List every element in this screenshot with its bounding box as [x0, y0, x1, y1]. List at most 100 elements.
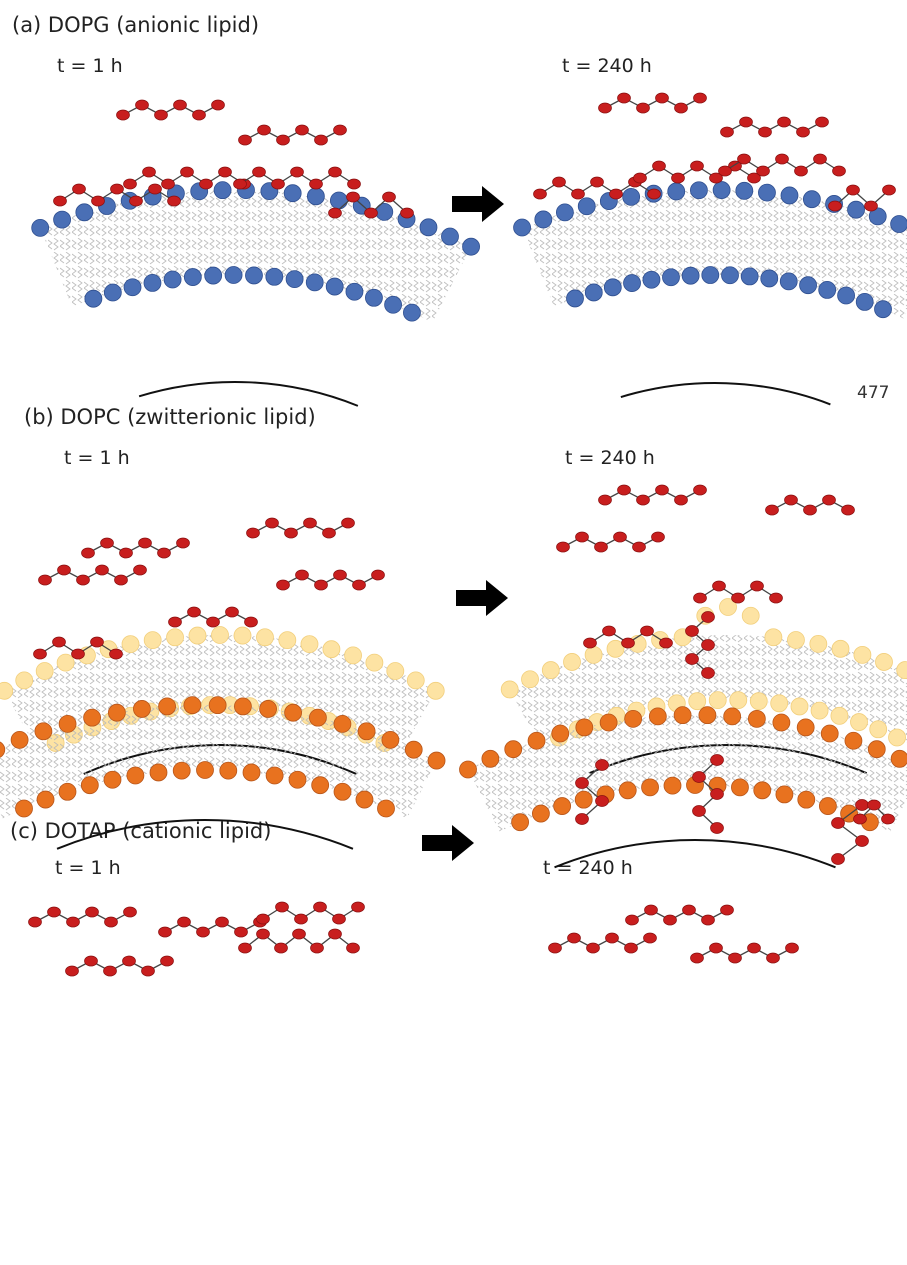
lipid-head-inner [384, 295, 403, 314]
lipid-head-outer [75, 203, 94, 222]
lipid-head-outer [741, 606, 760, 625]
peptide-residue [52, 636, 66, 648]
peptide-chain [765, 494, 855, 516]
lipid-head-inner [566, 289, 584, 308]
peptide-residue [739, 116, 753, 128]
peptide-residue [575, 531, 589, 543]
peptide-residue [643, 932, 657, 944]
lipid-head-inner [642, 270, 661, 289]
lipid-head-outer [747, 709, 766, 728]
lipid-head-outer [787, 631, 805, 649]
peptide-residue [65, 965, 79, 977]
lipid-head-inner [830, 706, 849, 725]
lipid-head-outer [188, 626, 207, 645]
peptide-residue [803, 504, 817, 516]
peptide-residue [364, 207, 378, 219]
peptide-residue [295, 569, 309, 581]
peptide-residue [95, 564, 109, 576]
lipid-head-outer [698, 706, 717, 725]
lipid-head-inner [721, 266, 739, 285]
lipid-head-inner [288, 770, 307, 789]
peptide-residue [796, 126, 810, 138]
peptide-residue [85, 906, 99, 918]
lipid-head-inner [584, 283, 603, 302]
peptide-chain [690, 942, 799, 964]
peptide-residue [71, 648, 85, 660]
lipid-head-inner [603, 278, 622, 297]
lipid-head-outer [758, 183, 776, 202]
lipid-head-outer [462, 237, 480, 256]
peptide-residue [853, 813, 867, 825]
peptide-residue [90, 636, 104, 648]
lipid-head-inner [149, 763, 168, 782]
lipid-head-outer [211, 626, 229, 644]
peptide-residue [613, 531, 627, 543]
peptide-residue [633, 172, 647, 184]
peptide-residue [225, 606, 239, 618]
lipid-head-outer [56, 653, 75, 672]
particle-surface [138, 381, 359, 407]
peptide-residue [617, 92, 631, 104]
lipid-head-outer [234, 697, 252, 716]
peptide-residue [728, 160, 742, 172]
lipid-head-inner [204, 266, 223, 285]
peptide-residue [709, 172, 723, 184]
peptide-chain [33, 636, 123, 660]
peptide-residue [66, 916, 80, 928]
lipid-head-inner [224, 266, 243, 284]
peptide-residue [710, 822, 724, 834]
peptide-residue [271, 178, 285, 190]
peptide-residue [831, 817, 845, 829]
peptide-chain [625, 904, 734, 926]
peptide-residue [123, 178, 137, 190]
peptide-residue [605, 932, 619, 944]
peptide-residue [731, 592, 745, 604]
peptide-residue [737, 153, 751, 165]
peptide-chain-inserted [575, 759, 609, 825]
lipid-head-inner [403, 303, 421, 322]
peptide-residue [625, 914, 639, 926]
membrane-c-after [459, 706, 907, 869]
peptide-residue [275, 901, 289, 913]
lipid-head-inner [377, 799, 395, 818]
peptide-residue [347, 178, 361, 190]
peptide-residue [91, 195, 105, 207]
peptide-residue [256, 928, 270, 940]
peptide-chain [246, 517, 355, 539]
lipid-head-outer [459, 760, 477, 779]
lipid-head-inner [760, 269, 779, 288]
lipid-head-outer [513, 218, 531, 237]
peptide-residue [168, 616, 182, 628]
peptide-residue [602, 625, 616, 637]
peptide-residue [652, 160, 666, 172]
peptide-bond [581, 764, 603, 820]
peptide-residue [180, 166, 194, 178]
peptide-bond [834, 189, 890, 207]
peptide-residue [674, 494, 688, 506]
peptide-residue [295, 124, 309, 136]
peptide-residue [690, 160, 704, 172]
peptide-residue [575, 813, 589, 825]
peptide-residue [769, 592, 783, 604]
peptide-residue [747, 942, 761, 954]
lipid-tails [509, 634, 907, 747]
lipid-head-outer [868, 207, 887, 226]
peptide-residue [685, 625, 699, 637]
peptide-residue [693, 92, 707, 104]
peptide-residue [314, 579, 328, 591]
peptide-residue [692, 805, 706, 817]
lipid-head-outer [278, 631, 297, 650]
peptide-chain [720, 116, 829, 138]
peptide-chain [168, 606, 258, 628]
peptide-residue [160, 955, 174, 967]
lipid-head-inner [365, 288, 383, 307]
peptide-residue [710, 754, 724, 766]
arrow-right-icon [422, 825, 474, 861]
lipid-head-outer [780, 186, 799, 205]
peptide-chain [633, 160, 761, 184]
lipid-head-outer [534, 210, 553, 229]
lipid-head-outer [844, 731, 863, 750]
peptide-residue [303, 517, 317, 529]
peptide-residue [328, 207, 342, 219]
peptide-residue [674, 102, 688, 114]
